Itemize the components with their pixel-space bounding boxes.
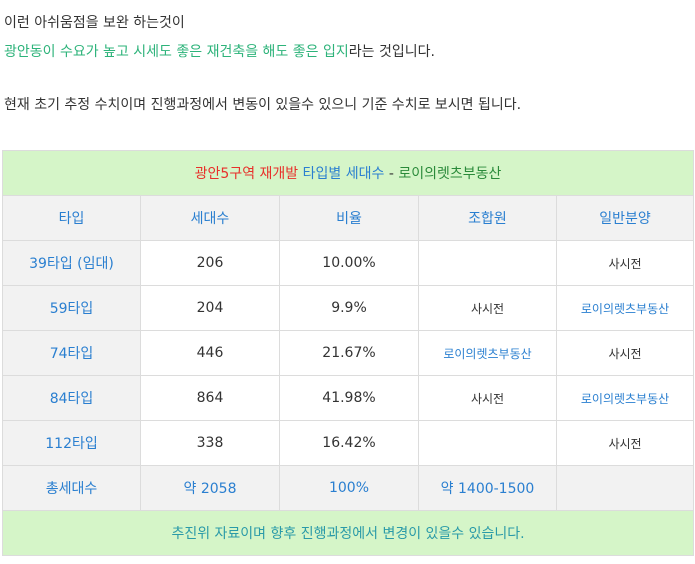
title-separator: - — [384, 166, 399, 182]
type-cell: 112타입 — [2, 420, 141, 466]
table-row: 112타입 338 16.42% 사시전 — [2, 420, 695, 466]
member-cell — [418, 420, 557, 466]
table-row: 74타입 446 21.67% 로이의렛츠부동산 사시전 — [2, 330, 695, 376]
general-cell: 사시전 — [555, 240, 695, 286]
member-cell — [418, 240, 557, 286]
table-row: 84타입 864 41.98% 사시전 로이의렛츠부동산 — [2, 375, 695, 421]
units-cell: 446 — [140, 330, 280, 376]
total-general — [555, 465, 695, 511]
title-subject: 타입별 세대수 — [302, 166, 385, 182]
unit-type-table: 광안5구역 재개발 타입별 세대수 - 로이의렛츠부동산 타입 세대수 비율 조… — [1, 150, 695, 556]
member-cell: 사시전 — [418, 375, 557, 421]
type-cell: 74타입 — [2, 330, 141, 376]
title-project: 광안5구역 재개발 — [194, 166, 299, 182]
total-ratio: 100% — [279, 465, 419, 511]
units-cell: 206 — [140, 240, 280, 286]
table-total-row: 총세대수 약 2058 100% 약 1400-1500 — [2, 465, 695, 511]
general-cell: 로이의렛츠부동산 — [555, 375, 695, 421]
ratio-cell: 41.98% — [279, 375, 419, 421]
general-cell: 사시전 — [555, 420, 695, 466]
total-label: 총세대수 — [2, 465, 141, 511]
table-row: 59타입 204 9.9% 사시전 로이의렛츠부동산 — [2, 285, 695, 331]
ratio-cell: 9.9% — [279, 285, 419, 331]
table-title: 광안5구역 재개발 타입별 세대수 - 로이의렛츠부동산 — [1, 150, 695, 196]
ratio-cell: 10.00% — [279, 240, 419, 286]
title-source: 로이의렛츠부동산 — [398, 166, 502, 182]
intro-line-3: 현재 초기 추정 수치이며 진행과정에서 변동이 있을수 있으니 기준 수치로 … — [4, 97, 522, 113]
header-units: 세대수 — [140, 195, 280, 241]
table-header-row: 타입 세대수 비율 조합원 일반분양 — [2, 195, 695, 241]
ratio-cell: 16.42% — [279, 420, 419, 466]
units-cell: 204 — [140, 285, 280, 331]
general-cell: 사시전 — [555, 330, 695, 376]
intro-line-2-rest: 라는 것입니다. — [348, 44, 435, 60]
header-type: 타입 — [2, 195, 141, 241]
table-footnote: 추진위 자료이며 향후 진행과정에서 변경이 있을수 있습니다. — [1, 510, 695, 556]
total-units: 약 2058 — [140, 465, 280, 511]
table-title-row: 광안5구역 재개발 타입별 세대수 - 로이의렛츠부동산 — [1, 150, 695, 196]
intro-line-2: 광안동이 수요가 높고 시세도 좋은 재건축을 해도 좋은 입지라는 것입니다. — [4, 38, 692, 67]
general-cell: 로이의렛츠부동산 — [555, 285, 695, 331]
type-cell: 59타입 — [2, 285, 141, 331]
type-cell: 84타입 — [2, 375, 141, 421]
intro-text: 이런 아쉬움점을 보완 하는것이 광안동이 수요가 높고 시세도 좋은 재건축을… — [4, 9, 692, 120]
table-row: 39타입 (임대) 206 10.00% 사시전 — [2, 240, 695, 286]
header-member: 조합원 — [418, 195, 557, 241]
total-member: 약 1400-1500 — [418, 465, 557, 511]
units-cell: 864 — [140, 375, 280, 421]
member-cell: 로이의렛츠부동산 — [418, 330, 557, 376]
header-general: 일반분양 — [555, 195, 695, 241]
intro-line-1: 이런 아쉬움점을 보완 하는것이 — [4, 15, 185, 31]
member-cell: 사시전 — [418, 285, 557, 331]
table-footer-row: 추진위 자료이며 향후 진행과정에서 변경이 있을수 있습니다. — [1, 510, 695, 556]
type-cell: 39타입 (임대) — [2, 240, 141, 286]
units-cell: 338 — [140, 420, 280, 466]
ratio-cell: 21.67% — [279, 330, 419, 376]
header-ratio: 비율 — [279, 195, 419, 241]
intro-highlight: 광안동이 수요가 높고 시세도 좋은 재건축을 해도 좋은 입지 — [4, 44, 349, 60]
